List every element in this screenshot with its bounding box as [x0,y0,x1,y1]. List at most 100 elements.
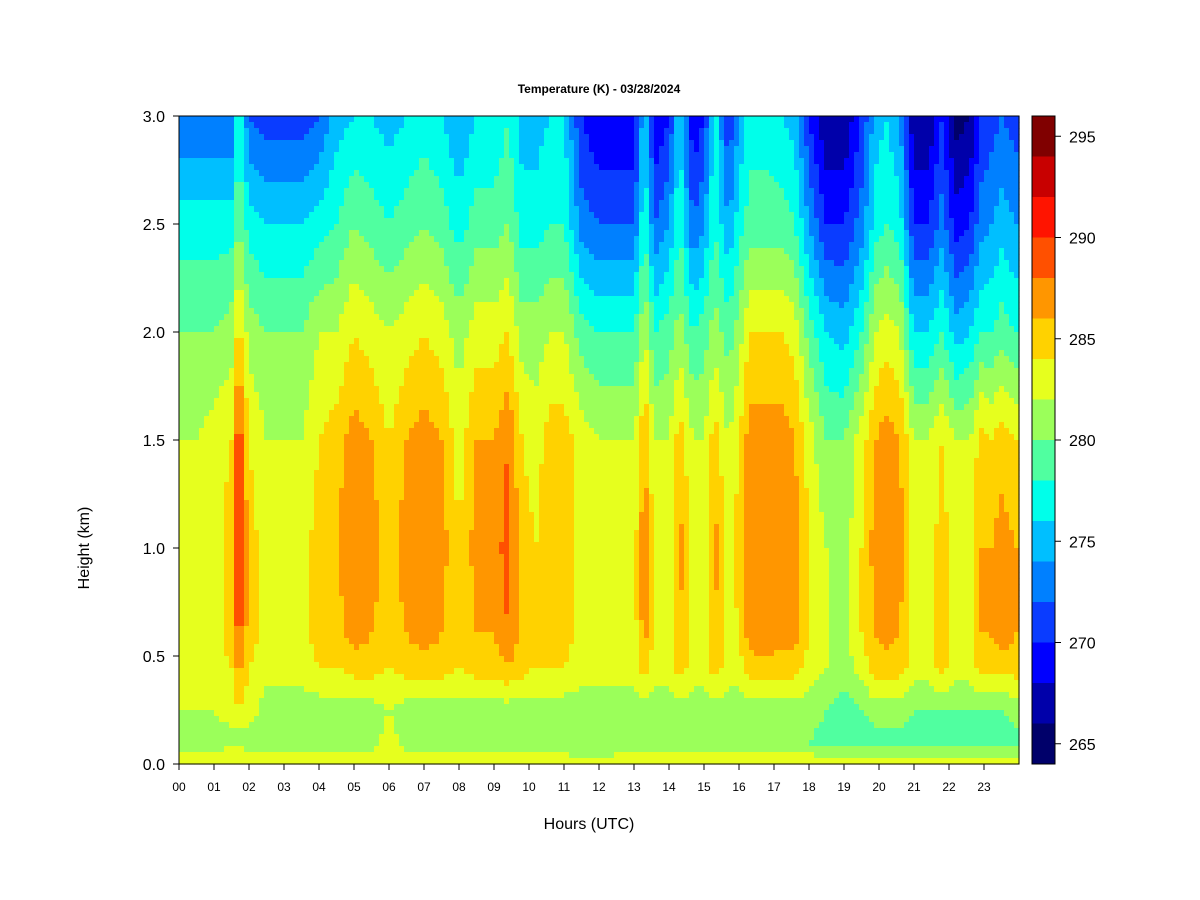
heatmap-cell [399,224,405,231]
heatmap-cell [194,734,200,741]
heatmap-cell [304,536,310,543]
heatmap-cell [384,116,390,123]
heatmap-cell [259,578,265,585]
heatmap-cell [184,224,190,231]
heatmap-cell [399,680,405,687]
heatmap-cell [234,542,240,549]
heatmap-cell [309,362,315,369]
heatmap-cell [214,206,220,213]
heatmap-cell [214,338,220,345]
heatmap-cell [229,386,235,393]
heatmap-cell [204,404,210,411]
heatmap-cell [184,722,190,729]
heatmap-cell [394,488,400,495]
heatmap-cell [349,260,355,267]
heatmap-cell [269,248,275,255]
heatmap-cell [384,524,390,531]
heatmap-cell [194,332,200,339]
heatmap-cell [229,734,235,741]
heatmap-cell [364,254,370,261]
heatmap-cell [284,596,290,603]
heatmap-cell [194,440,200,447]
heatmap-cell [384,296,390,303]
heatmap-cell [189,278,195,285]
heatmap-cell [374,308,380,315]
heatmap-cell [354,260,360,267]
heatmap-cell [244,758,250,765]
heatmap-cell [334,710,340,717]
heatmap-cell [389,374,395,381]
heatmap-cell [404,182,410,189]
heatmap-cell [389,602,395,609]
heatmap-cell [379,614,385,621]
heatmap-cell [379,746,385,753]
heatmap-cell [349,140,355,147]
heatmap-cell [274,410,280,417]
heatmap-cell [269,278,275,285]
heatmap-cell [249,278,255,285]
heatmap-cell [409,188,415,195]
heatmap-cell [219,476,225,483]
heatmap-cell [339,416,345,423]
heatmap-cell [284,470,290,477]
heatmap-cell [234,392,240,399]
heatmap-cell [244,692,250,699]
heatmap-cell [294,224,300,231]
heatmap-cell [389,506,395,513]
heatmap-cell [354,266,360,273]
heatmap-cell [319,620,325,627]
heatmap-cell [274,140,280,147]
heatmap-cell [334,296,340,303]
heatmap-cell [374,668,380,675]
heatmap-cell [244,428,250,435]
heatmap-cell [369,662,375,669]
heatmap-cell [399,134,405,141]
heatmap-cell [329,746,335,753]
heatmap-cell [264,200,270,207]
heatmap-cell [319,332,325,339]
heatmap-cell [389,266,395,273]
heatmap-cell [369,452,375,459]
heatmap-cell [364,548,370,555]
heatmap-cell [299,308,305,315]
heatmap-cell [254,698,260,705]
heatmap-cell [319,146,325,153]
heatmap-cell [289,296,295,303]
heatmap-cell [389,338,395,345]
heatmap-cell [314,644,320,651]
heatmap-cell [289,284,295,291]
heatmap-cell [354,236,360,243]
heatmap-cell [354,530,360,537]
heatmap-cell [209,422,215,429]
heatmap-cell [289,422,295,429]
heatmap-cell [249,386,255,393]
heatmap-cell [194,656,200,663]
heatmap-cell [214,656,220,663]
heatmap-cell [179,200,185,207]
heatmap-cell [239,212,245,219]
heatmap-cell [374,446,380,453]
heatmap-cell [364,716,370,723]
heatmap-cell [299,440,305,447]
heatmap-cell [389,194,395,201]
heatmap-cell [354,230,360,237]
heatmap-cell [289,182,295,189]
heatmap-cell [254,632,260,639]
heatmap-cell [309,248,315,255]
heatmap-cell [369,368,375,375]
heatmap-cell [259,620,265,627]
heatmap-cell [314,140,320,147]
heatmap-cell [284,494,290,501]
heatmap-cell [344,242,350,249]
heatmap-cell [254,122,260,129]
heatmap-cell [359,662,365,669]
heatmap-cell [304,494,310,501]
heatmap-cell [329,512,335,519]
heatmap-cell [264,176,270,183]
heatmap-cell [369,656,375,663]
heatmap-cell [384,128,390,135]
heatmap-cell [274,524,280,531]
heatmap-cell [274,206,280,213]
heatmap-cell [394,452,400,459]
heatmap-cell [324,236,330,243]
